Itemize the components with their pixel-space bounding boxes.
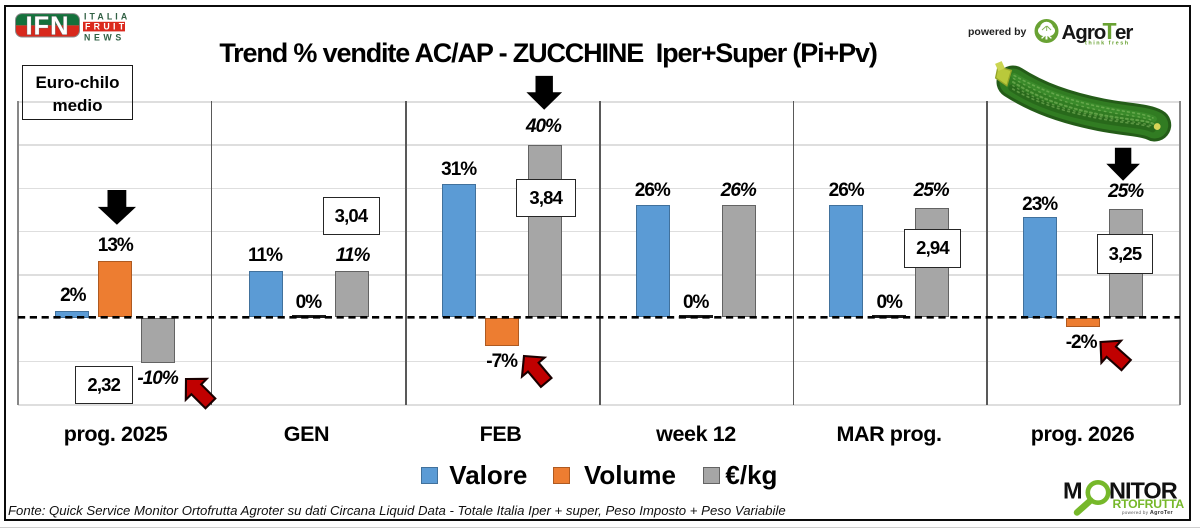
svg-text:NITOR: NITOR xyxy=(1109,478,1178,504)
svg-text:powered by AgroTer: powered by AgroTer xyxy=(1122,510,1173,516)
svg-text:RTOFRUTTA: RTOFRUTTA xyxy=(1113,497,1185,511)
svg-text:Agro: Agro xyxy=(1062,21,1106,44)
svg-text:er: er xyxy=(1115,21,1133,44)
svg-text:IFN: IFN xyxy=(25,13,69,41)
svg-text:think fresh: think fresh xyxy=(1085,41,1130,47)
svg-text:ITALIA: ITALIA xyxy=(84,12,130,22)
svg-text:T: T xyxy=(1103,18,1117,44)
svg-text:M: M xyxy=(1063,478,1082,504)
svg-text:FRUIT: FRUIT xyxy=(85,22,127,32)
svg-text:NEWS: NEWS xyxy=(84,33,125,43)
